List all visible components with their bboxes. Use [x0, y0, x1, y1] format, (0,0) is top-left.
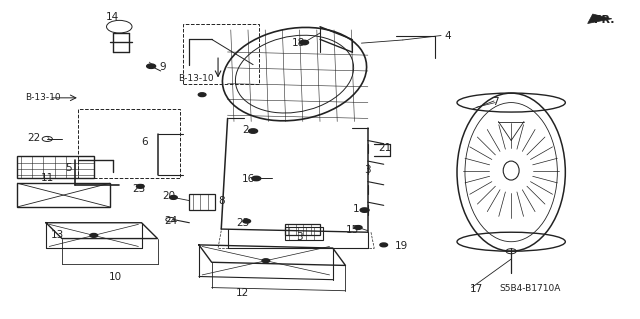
Text: 12: 12: [236, 288, 249, 298]
Text: 5: 5: [65, 163, 72, 173]
Bar: [189, 194, 215, 210]
Text: 17: 17: [470, 284, 483, 293]
Text: 1: 1: [353, 204, 360, 214]
Text: 21: 21: [379, 144, 392, 153]
Circle shape: [355, 226, 362, 229]
Text: S5B4-B1710A: S5B4-B1710A: [500, 284, 561, 293]
Text: 3: 3: [365, 165, 371, 174]
Text: 8: 8: [218, 196, 225, 206]
Text: 11: 11: [41, 173, 54, 183]
Circle shape: [380, 243, 388, 247]
Circle shape: [136, 184, 144, 188]
Text: 14: 14: [106, 12, 120, 22]
Text: 9: 9: [159, 62, 166, 72]
Bar: [78, 109, 180, 178]
Text: 23: 23: [236, 218, 249, 228]
Circle shape: [360, 208, 369, 212]
Text: 23: 23: [132, 184, 145, 194]
Text: FR.: FR.: [594, 15, 614, 25]
Text: 16: 16: [243, 174, 255, 184]
Text: 2: 2: [243, 125, 249, 135]
Circle shape: [170, 196, 177, 199]
Bar: [17, 156, 94, 178]
Circle shape: [252, 176, 260, 181]
Text: 20: 20: [163, 191, 176, 201]
Text: 6: 6: [141, 137, 148, 147]
Circle shape: [262, 259, 269, 263]
Bar: [183, 24, 259, 84]
Circle shape: [300, 40, 308, 45]
Text: B-13-10: B-13-10: [26, 93, 61, 102]
Polygon shape: [588, 14, 612, 24]
Text: 7: 7: [492, 97, 499, 107]
Circle shape: [248, 129, 257, 133]
Text: 4: 4: [444, 31, 451, 41]
Text: 19: 19: [395, 241, 408, 251]
Bar: [285, 227, 323, 240]
Text: 22: 22: [27, 133, 40, 143]
Circle shape: [198, 93, 206, 97]
Circle shape: [90, 234, 98, 237]
Text: 3: 3: [296, 232, 303, 242]
Text: 10: 10: [108, 271, 122, 281]
Bar: [17, 183, 109, 207]
Text: 24: 24: [164, 216, 177, 226]
Text: 15: 15: [346, 225, 359, 235]
Text: 13: 13: [51, 230, 65, 241]
Circle shape: [147, 64, 156, 69]
Text: B-13-10: B-13-10: [179, 74, 214, 83]
Circle shape: [243, 219, 250, 223]
Text: 18: 18: [291, 38, 305, 48]
Bar: [285, 224, 320, 235]
